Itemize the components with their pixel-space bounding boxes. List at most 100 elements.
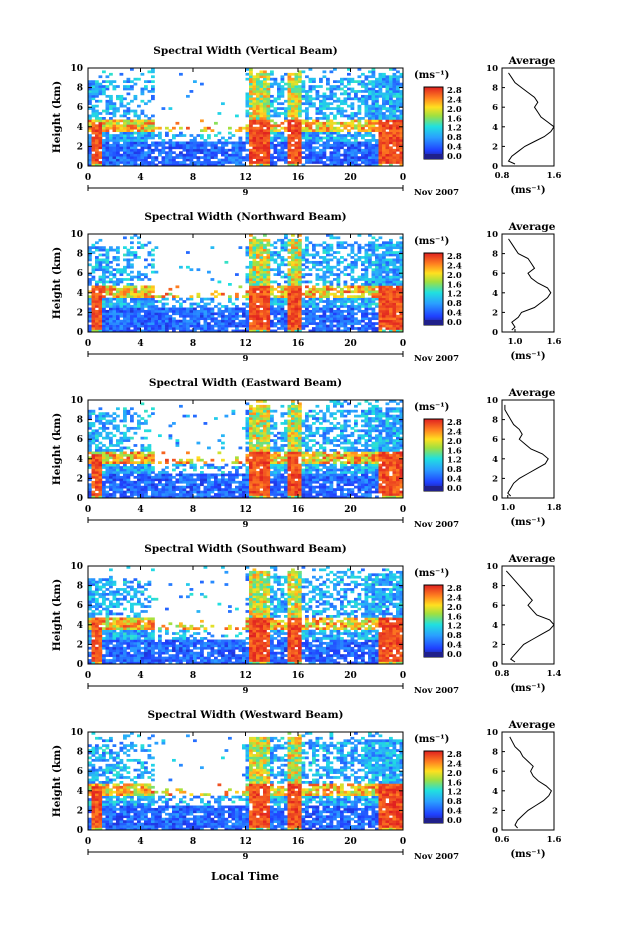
average-xlabel: (ms⁻¹) (510, 517, 545, 528)
colorbar-tick-label: 2.4 (447, 95, 462, 105)
x-tick-label: 4 (137, 505, 143, 515)
colorbar-tick-label: 1.6 (447, 778, 462, 788)
x-tick-label: 12 (239, 837, 252, 847)
colorbar-low (424, 652, 443, 657)
y-axis-label: Height (km) (51, 745, 63, 817)
colorbar-tick-label: 2.4 (447, 427, 462, 437)
average-frame (501, 565, 555, 665)
date-label: Nov 2007 (414, 520, 459, 530)
average-xlabel: (ms⁻¹) (510, 849, 545, 860)
colorbar-low (424, 320, 443, 325)
avg-y-tick-label: 6 (492, 767, 498, 777)
date-label: Nov 2007 (414, 852, 459, 862)
avg-y-tick-label: 0 (492, 162, 498, 172)
avg-y-tick-label: 10 (486, 396, 498, 406)
avg-y-tick-label: 0 (492, 660, 498, 670)
x-tick-label: 8 (190, 671, 196, 681)
avg-y-tick-label: 2 (492, 308, 498, 318)
x-tick-label: 16 (292, 837, 305, 847)
y-tick-label: 4 (77, 455, 83, 465)
heatmap-cells (88, 234, 404, 333)
colorbar-tick-label: 2.0 (447, 769, 462, 779)
y-tick-label: 10 (70, 562, 83, 572)
y-tick-label: 8 (77, 416, 83, 426)
colorbar-tick-label: 2.4 (447, 759, 462, 769)
average-frame (501, 233, 555, 333)
x-tick-label: 8 (190, 339, 196, 349)
avg-y-tick-label: 8 (492, 84, 498, 94)
colorbar (423, 750, 444, 824)
colorbar-tick-label: 0.4 (447, 807, 462, 817)
y-axis-label: Height (km) (51, 81, 63, 153)
y-tick-label: 8 (77, 582, 83, 592)
y-tick-label: 10 (70, 230, 83, 240)
avg-y-tick-label: 2 (492, 474, 498, 484)
colorbar-tick-label: 0.8 (447, 797, 462, 807)
average-title: Average (508, 719, 556, 731)
colorbar-tick-label: 0.0 (447, 484, 462, 494)
colorbar-tick-label: 1.6 (447, 446, 462, 456)
avg-y-tick-label: 8 (492, 748, 498, 758)
y-tick-label: 2 (77, 308, 83, 318)
y-tick-label: 2 (77, 640, 83, 650)
colorbar-unit: (ms⁻¹) (414, 402, 449, 413)
avg-y-tick-label: 10 (486, 230, 498, 240)
x-tick-label: 12 (239, 505, 252, 515)
y-tick-label: 0 (77, 660, 83, 670)
avg-x-tick-label: 1.6 (547, 337, 562, 347)
avg-y-tick-label: 4 (492, 289, 498, 299)
x-tick-label: 16 (292, 505, 305, 515)
colorbar-low (424, 818, 443, 823)
colorbar-tick-label: 2.8 (447, 418, 462, 428)
x-tick-label: 16 (292, 339, 305, 349)
y-tick-label: 6 (77, 601, 83, 611)
avg-y-tick-label: 6 (492, 269, 498, 279)
y-tick-label: 6 (77, 269, 83, 279)
average-title: Average (508, 221, 556, 233)
average-profile-line (507, 72, 555, 165)
avg-y-tick-label: 4 (492, 621, 498, 631)
heatmap-cells (88, 400, 404, 499)
x-tick-label: 0 (400, 671, 406, 681)
y-tick-label: 0 (77, 328, 83, 338)
x-tick-label: 8 (190, 837, 196, 847)
x-axis-label: Local Time (211, 870, 279, 883)
avg-y-tick-label: 8 (492, 250, 498, 260)
colorbar-tick-label: 2.0 (447, 603, 462, 613)
average-frame (501, 731, 555, 831)
y-tick-label: 6 (77, 435, 83, 445)
avg-y-tick-label: 4 (492, 455, 498, 465)
average-profile-line (508, 238, 552, 331)
x-tick-label: 20 (344, 339, 357, 349)
date-label: Nov 2007 (414, 354, 459, 364)
panel-1: Spectral Width (Vertical Beam) 0 2 4 6 8 10 Hei… (51, 45, 561, 198)
x-tick-label: 0 (85, 837, 91, 847)
avg-x-tick-label: 1.0 (508, 337, 523, 347)
colorbar-tick-label: 0.0 (447, 816, 462, 826)
heatmap-cells (88, 68, 404, 167)
colorbar-tick-label: 2.0 (447, 437, 462, 447)
panel-title: Spectral Width (Westward Beam) (147, 709, 343, 721)
y-tick-label: 2 (77, 474, 83, 484)
y-tick-label: 0 (77, 494, 83, 504)
colorbar-tick-label: 1.6 (447, 280, 462, 290)
avg-x-tick-label: 0.8 (495, 171, 510, 181)
colorbar (423, 418, 444, 492)
panel-5: Spectral Width (Westward Beam) 0 2 4 6 8 10 Hei… (51, 709, 561, 862)
avg-y-tick-label: 0 (492, 826, 498, 836)
x-tick-label: 0 (85, 173, 91, 183)
average-profile-line (505, 570, 555, 663)
colorbar-tick-label: 0.4 (447, 143, 462, 153)
colorbar-tick-label: 0.8 (447, 133, 462, 143)
x-tick-label: 0 (400, 505, 406, 515)
colorbar-tick-label: 2.0 (447, 271, 462, 281)
y-tick-label: 4 (77, 787, 83, 797)
average-xlabel: (ms⁻¹) (510, 351, 545, 362)
panel-title: Spectral Width (Eastward Beam) (149, 377, 342, 389)
y-tick-label: 4 (77, 123, 83, 133)
x-tick-label: 4 (137, 339, 143, 349)
colorbar-tick-label: 2.4 (447, 593, 462, 603)
day-label: 9 (243, 852, 249, 862)
panel-4: Spectral Width (Southward Beam) 0 2 4 6 8 10 He… (51, 543, 561, 696)
colorbar (423, 252, 444, 326)
